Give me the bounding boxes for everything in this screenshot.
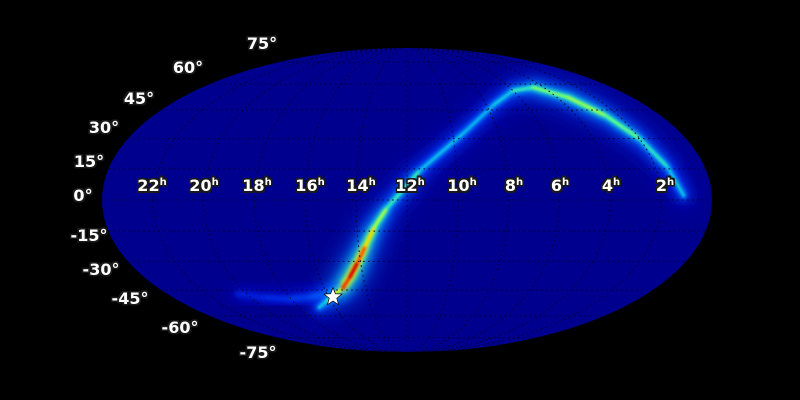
stream-core [317,85,686,309]
progenitor-star [323,286,343,306]
grid-meridian-14h [355,48,405,352]
stream-density-heatmap [229,75,694,318]
marker-layer [323,286,343,306]
star-icon [323,286,343,306]
grid-meridian-16h [304,48,403,352]
grid-meridian-8h [411,48,510,352]
grid-meridian-10h [409,48,459,352]
grid-meridian-6h [413,48,561,352]
grid-meridian-20h [203,48,398,352]
grid-meridian-4h [416,48,611,352]
coordinate-grid [102,48,712,352]
grid-meridian-18h [254,48,401,352]
